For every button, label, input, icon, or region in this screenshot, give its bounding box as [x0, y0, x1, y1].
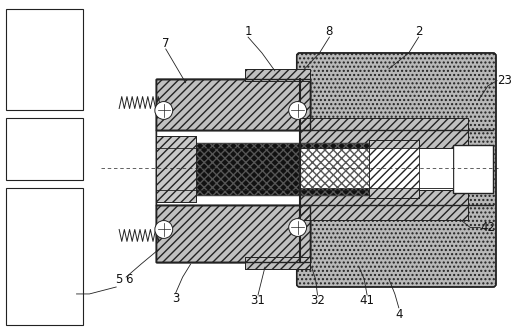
Text: 3: 3 [172, 292, 179, 306]
Text: 1: 1 [244, 25, 252, 38]
Bar [245, 69, 310, 81]
Bar [369, 140, 419, 198]
Bar [6, 188, 83, 325]
Text: 42: 42 [480, 221, 495, 234]
Text: 23: 23 [497, 74, 512, 87]
Text: 5: 5 [115, 273, 123, 285]
Bar [156, 205, 310, 262]
Text: 2: 2 [415, 25, 422, 38]
Bar [245, 257, 310, 269]
Bar [156, 130, 458, 205]
Circle shape [289, 102, 306, 119]
Bar [245, 69, 310, 81]
Bar [453, 145, 493, 193]
Bar [156, 79, 310, 130]
Text: 4: 4 [395, 308, 403, 321]
Circle shape [155, 220, 173, 239]
Bar [369, 140, 419, 198]
Bar [156, 79, 310, 130]
Bar [156, 136, 196, 202]
Text: 6: 6 [125, 273, 133, 285]
Text: 8: 8 [325, 25, 333, 38]
FancyBboxPatch shape [297, 53, 496, 287]
Circle shape [289, 218, 306, 237]
Bar [156, 79, 310, 262]
Text: 7: 7 [162, 37, 169, 50]
Bar [300, 190, 468, 219]
Bar [196, 143, 369, 195]
Bar [156, 136, 196, 202]
Bar [156, 148, 453, 188]
Text: 31: 31 [251, 294, 265, 308]
Bar [156, 205, 310, 262]
Bar [245, 257, 310, 269]
Bar [300, 190, 468, 219]
Text: 41: 41 [359, 294, 374, 308]
Bar [300, 148, 453, 188]
Circle shape [155, 102, 173, 119]
Bar [300, 118, 468, 148]
Bar [196, 143, 369, 195]
Text: 32: 32 [310, 294, 325, 308]
Bar [6, 9, 83, 111]
Bar [300, 118, 468, 148]
Bar [6, 118, 83, 180]
Bar [156, 79, 310, 262]
